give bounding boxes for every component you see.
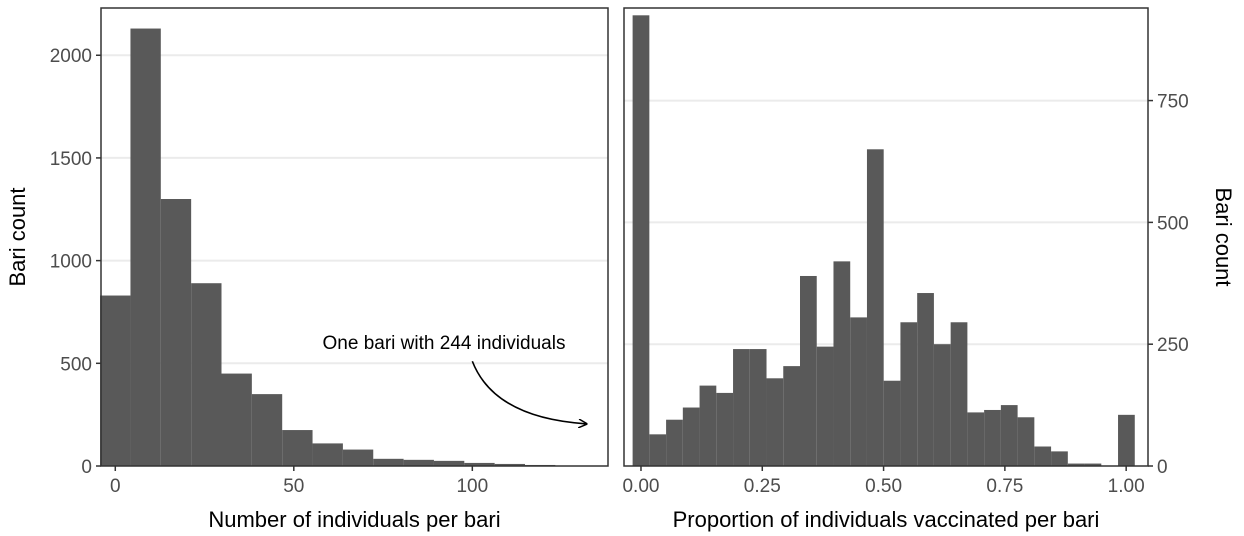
left-histogram-panel: 0 500 1000 1500 2000 0 50 100 Number of indivi… [5, 7, 609, 532]
right-histogram-bar [1118, 414, 1135, 466]
left-y-tick-label: 0 [81, 457, 92, 478]
right-histogram-bar [1034, 446, 1052, 466]
left-y-tick-label: 2000 [50, 46, 92, 67]
left-histogram-bar [251, 394, 283, 466]
left-x-tick-label: 50 [283, 476, 304, 497]
right-x-tick-label: 0.50 [865, 476, 902, 497]
right-histogram-bar [933, 344, 951, 466]
right-histogram-bar [1000, 405, 1018, 466]
left-x-axis-label: Number of individuals per bari [208, 507, 500, 532]
right-y-tick-label: 750 [1157, 92, 1189, 113]
right-histogram-bar [749, 349, 767, 466]
left-histogram-bar [191, 283, 222, 466]
right-histogram-bar [783, 366, 801, 466]
right-histogram-bar [866, 149, 884, 467]
right-histogram-bar [883, 380, 901, 466]
right-histogram-bar [1084, 463, 1102, 466]
left-y-tick-label: 1000 [50, 252, 92, 273]
left-histogram-bar [403, 459, 434, 466]
left-y-tick-label: 500 [60, 354, 92, 375]
right-histogram-bar [917, 293, 934, 466]
left-panel-frame [100, 7, 609, 467]
right-histogram-panel: 0 250 500 750 0.00 0.25 0.50 0.75 1.00 Proporti… [622, 7, 1236, 532]
left-y-axis-label: Bari count [5, 187, 30, 286]
right-x-tick-label: 0.75 [986, 476, 1023, 497]
right-histogram-bar [733, 349, 750, 466]
right-histogram-bar [649, 434, 667, 466]
right-x-tick-label: 0.25 [744, 476, 781, 497]
right-histogram-bar [716, 392, 734, 466]
right-histogram-bar [699, 385, 717, 466]
left-histogram-bar [464, 462, 495, 466]
right-panel-frame [623, 7, 1149, 467]
left-histogram-bar [494, 463, 525, 466]
right-y-axis-label: Bari count [1211, 187, 1236, 286]
left-histogram-bar [160, 199, 192, 466]
right-histogram-bar [850, 317, 867, 466]
left-histogram-bar [100, 295, 131, 466]
right-histogram-bar [950, 322, 968, 466]
right-histogram-bar [682, 407, 700, 466]
right-histogram-bar [833, 261, 851, 466]
right-histogram-bar [816, 346, 834, 466]
left-histogram-bar [221, 373, 252, 466]
right-y-tick-label: 250 [1157, 335, 1189, 356]
right-x-axis-label: Proportion of individuals vaccinated per… [673, 507, 1100, 532]
right-histogram-bar [1067, 463, 1085, 466]
right-x-tick-label: 1.00 [1108, 476, 1145, 497]
right-histogram-bar [1017, 417, 1035, 466]
left-histogram-bar [282, 430, 313, 466]
annotation-arrow [471, 360, 586, 424]
right-histogram-bar [800, 275, 817, 466]
right-histogram-bar [766, 378, 784, 466]
left-x-tick-label: 0 [110, 476, 121, 497]
left-x-tick-label: 100 [456, 476, 488, 497]
right-histogram-bar [900, 322, 918, 466]
left-histogram-bar [433, 460, 465, 466]
right-x-tick-label: 0.00 [622, 476, 659, 497]
left-histogram-bar [342, 449, 374, 466]
left-histogram-bar [373, 458, 404, 466]
right-y-tick-label: 0 [1157, 457, 1168, 478]
left-y-tick-label: 1500 [50, 149, 92, 170]
left-histogram-bar [130, 28, 161, 466]
right-histogram-bar [666, 419, 683, 466]
right-y-tick-label: 500 [1157, 213, 1189, 234]
right-histogram-bar [984, 409, 1001, 466]
right-histogram-bar [1051, 451, 1068, 466]
right-histogram-bar [967, 412, 985, 466]
right-histogram-bar [632, 15, 650, 467]
annotation-label: One bari with 244 individuals [323, 333, 566, 354]
left-histogram-bar [312, 443, 343, 466]
